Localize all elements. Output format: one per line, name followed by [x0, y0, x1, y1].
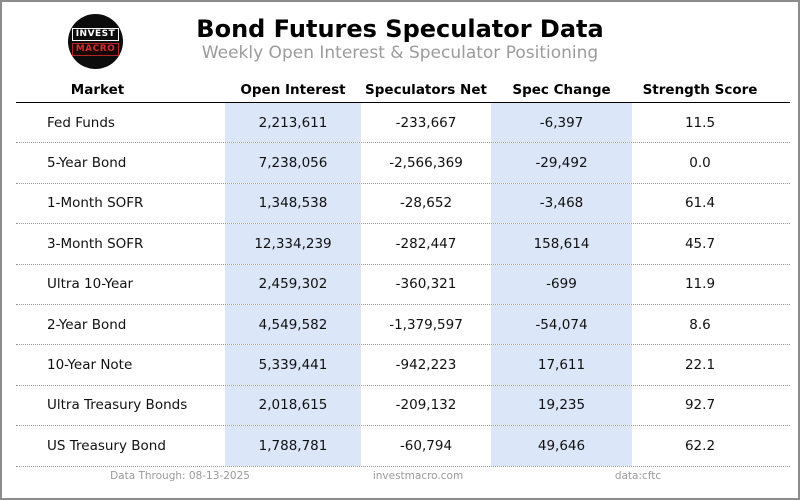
column-header-spec-change: Spec Change: [512, 82, 611, 98]
table-body: Fed Funds 2,213,611 -233,667 -6,397 11.5…: [16, 103, 790, 467]
cell-market: 3-Month SOFR: [47, 235, 144, 252]
cell-spec-change: -54,074: [491, 304, 632, 345]
cell-spec-change: -29,492: [491, 143, 632, 183]
cell-market: Ultra Treasury Bonds: [47, 397, 188, 414]
speculator-table: Market Open Interest Speculators Net Spe…: [16, 78, 790, 467]
footer-website: investmacro.com: [372, 470, 464, 482]
cell-speculators-net: -282,447: [395, 235, 457, 252]
table-row: 2-Year Bond 4,549,582 -1,379,597 -54,074…: [16, 304, 790, 346]
column-header-market: Market: [70, 82, 125, 98]
cell-spec-change: 19,235: [491, 385, 632, 426]
cell-spec-change: -3,468: [491, 183, 632, 224]
cell-speculators-net: -1,379,597: [389, 316, 463, 333]
cell-spec-change: 158,614: [491, 224, 632, 264]
cell-spec-change: -699: [491, 264, 632, 304]
cell-speculators-net: -360,321: [395, 276, 457, 293]
cell-market: 2-Year Bond: [47, 316, 127, 333]
cell-strength-score: 11.5: [684, 114, 716, 131]
table-row: 3-Month SOFR 12,334,239 -282,447 158,614…: [16, 224, 790, 265]
cell-open-interest: 2,018,615: [225, 385, 361, 426]
cell-strength-score: 8.6: [689, 316, 711, 333]
cell-open-interest: 12,334,239: [225, 224, 361, 264]
cell-speculators-net: -209,132: [395, 397, 457, 414]
cell-market: 10-Year Note: [47, 357, 133, 374]
table-row: Ultra 10-Year 2,459,302 -360,321 -699 11…: [16, 264, 790, 305]
cell-strength-score: 22.1: [684, 357, 716, 374]
cell-strength-score: 45.7: [684, 235, 716, 252]
logo-text-macro: MACRO: [71, 42, 120, 56]
cell-market: Ultra 10-Year: [47, 276, 134, 293]
column-header-open-interest: Open Interest: [240, 82, 346, 98]
cell-spec-change: -6,397: [491, 103, 632, 143]
cell-strength-score: 11.9: [684, 276, 716, 293]
table-row: 5-Year Bond 7,238,056 -2,566,369 -29,492…: [16, 143, 790, 184]
cell-strength-score: 62.2: [684, 437, 716, 454]
table-row: 1-Month SOFR 1,348,538 -28,652 -3,468 61…: [16, 183, 790, 225]
logo-text-invest: INVEST: [71, 27, 120, 41]
cell-spec-change: 49,646: [491, 426, 632, 466]
table-row: US Treasury Bond 1,788,781 -60,794 49,64…: [16, 426, 790, 467]
cell-speculators-net: -28,652: [399, 195, 453, 212]
footer-data-source: data:cftc: [614, 470, 662, 482]
table-header-row: Market Open Interest Speculators Net Spe…: [16, 78, 790, 103]
page-title: Bond Futures Speculator Data: [196, 15, 604, 43]
cell-open-interest: 1,348,538: [225, 183, 361, 224]
cell-open-interest: 7,238,056: [225, 143, 361, 183]
cell-open-interest: 2,459,302: [225, 264, 361, 304]
cell-open-interest: 1,788,781: [225, 426, 361, 466]
cell-strength-score: 0.0: [689, 155, 711, 172]
footer-data-through: Data Through: 08-13-2025: [110, 470, 250, 482]
cell-open-interest: 5,339,441: [225, 345, 361, 385]
column-header-strength-score: Strength Score: [642, 82, 758, 98]
cell-market: US Treasury Bond: [47, 437, 166, 454]
cell-speculators-net: -60,794: [399, 437, 453, 454]
column-header-speculators-net: Speculators Net: [365, 82, 487, 98]
cell-market: 1-Month SOFR: [47, 195, 144, 212]
cell-open-interest: 4,549,582: [225, 304, 361, 345]
table-row: 10-Year Note 5,339,441 -942,223 17,611 2…: [16, 345, 790, 386]
cell-speculators-net: -233,667: [395, 114, 457, 131]
table-row: Fed Funds 2,213,611 -233,667 -6,397 11.5: [16, 103, 790, 144]
table-row: Ultra Treasury Bonds 2,018,615 -209,132 …: [16, 385, 790, 427]
cell-strength-score: 92.7: [684, 397, 716, 414]
cell-open-interest: 2,213,611: [225, 103, 361, 143]
cell-speculators-net: -2,566,369: [389, 155, 463, 172]
page-subtitle: Weekly Open Interest & Speculator Positi…: [201, 43, 599, 63]
investmacro-logo: INVEST MACRO: [68, 14, 123, 69]
cell-market: Fed Funds: [47, 114, 115, 131]
cell-spec-change: 17,611: [491, 345, 632, 385]
cell-strength-score: 61.4: [684, 195, 716, 212]
cell-market: 5-Year Bond: [47, 155, 127, 172]
cell-speculators-net: -942,223: [395, 357, 457, 374]
